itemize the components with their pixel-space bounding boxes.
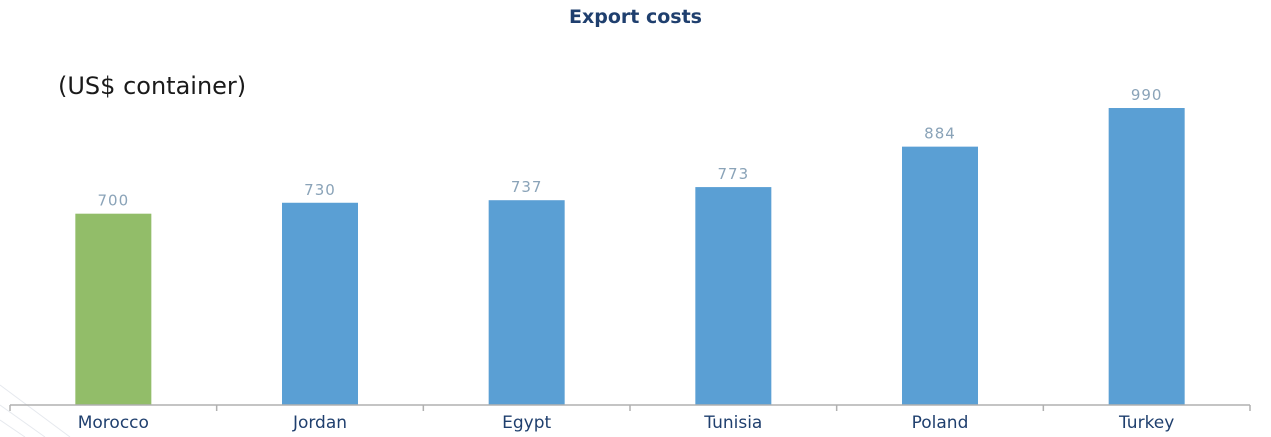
x-tick-label-morocco: Morocco bbox=[78, 413, 149, 433]
background-decoration bbox=[0, 384, 71, 437]
x-axis: Morocco Jordan Egypt Tunisia Poland Turkey bbox=[9, 404, 1251, 433]
chart-title: Export costs bbox=[569, 6, 702, 28]
data-label-turkey: 990 bbox=[1131, 86, 1163, 104]
data-labels: 700 730 737 773 884 990 bbox=[98, 86, 1163, 210]
bar-morocco bbox=[75, 213, 152, 405]
bar-series bbox=[75, 108, 1185, 406]
bar-turkey bbox=[1108, 108, 1185, 405]
x-tick-label-jordan: Jordan bbox=[292, 413, 347, 433]
bar-egypt bbox=[488, 200, 565, 405]
data-label-poland: 884 bbox=[924, 125, 956, 143]
bar-jordan bbox=[282, 202, 358, 405]
x-tick-label-egypt: Egypt bbox=[502, 413, 551, 433]
data-label-jordan: 730 bbox=[304, 181, 336, 199]
x-tick-label-poland: Poland bbox=[912, 413, 969, 433]
x-tick-label-turkey: Turkey bbox=[1118, 413, 1174, 433]
bar-poland bbox=[902, 146, 978, 406]
unit-label: (US$ container) bbox=[58, 72, 247, 100]
bar-tunisia bbox=[695, 187, 772, 405]
data-label-tunisia: 773 bbox=[718, 165, 750, 183]
data-label-morocco: 700 bbox=[98, 192, 130, 210]
data-label-egypt: 737 bbox=[511, 178, 543, 196]
x-tick-label-tunisia: Tunisia bbox=[703, 413, 762, 433]
